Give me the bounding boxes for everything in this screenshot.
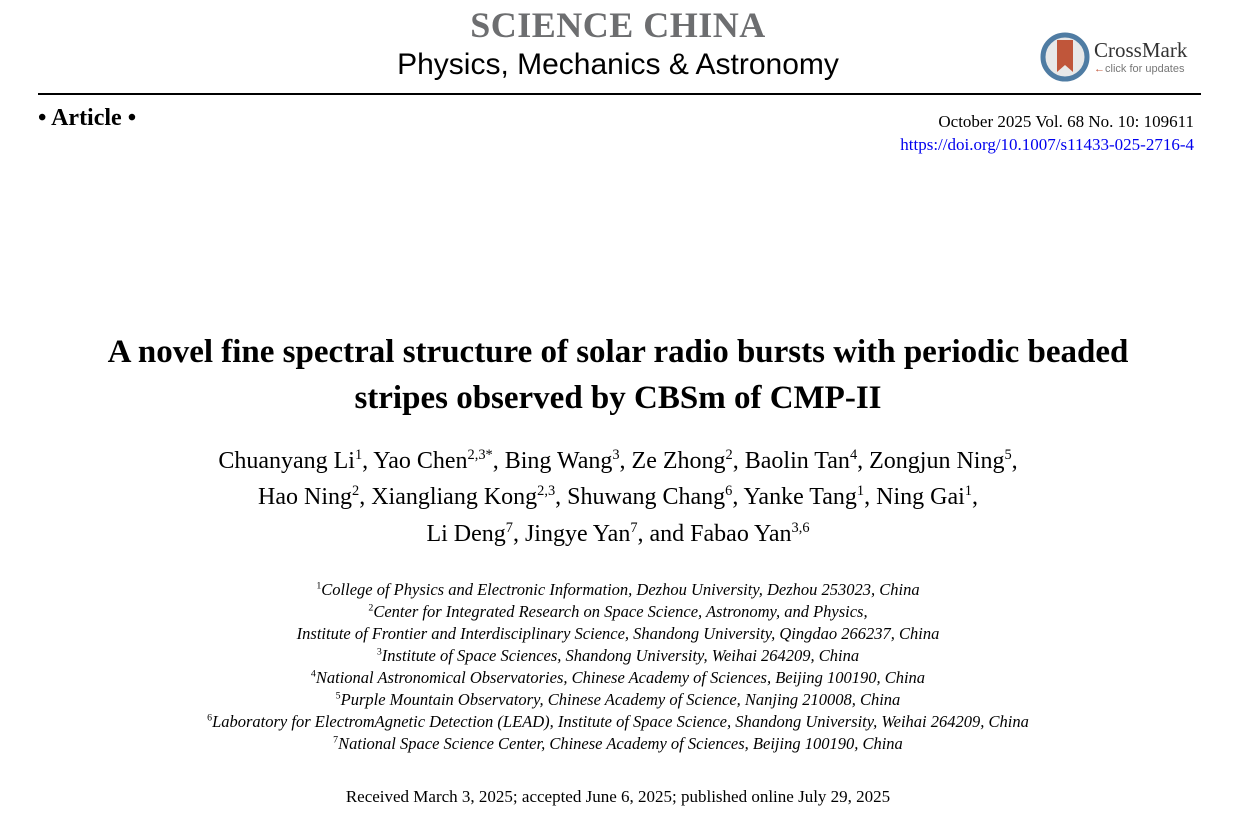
author-separator: , [637,521,650,547]
author-name: Shuwang Chang [567,484,726,510]
article-type: • Article • [38,105,137,131]
author-separator: , [971,484,978,510]
author-affiliation-mark: 1 [856,483,865,499]
author-separator: , [619,448,632,474]
author-affiliation-mark: 5 [1004,447,1012,463]
affiliation: 7National Space Science Center, Chinese … [0,734,1236,754]
affiliation-text: College of Physics and Electronic Inform… [321,580,920,599]
paper-title-line-1: A novel fine spectral structure of solar… [107,334,1129,370]
author-affiliation-mark: 2 [351,483,360,499]
author-affiliation-mark: 7 [505,520,513,536]
affiliation-number: 7 [333,734,339,746]
affiliation-number: 2 [368,602,374,614]
crossmark-sub-text: click for updates [1105,63,1185,75]
author-affiliation-mark: 7 [630,520,638,536]
author: and Fabao Yan3,6 [650,521,810,547]
author: Ning Gai1, [876,484,978,510]
author-name: Zongjun Ning [869,448,1005,474]
affiliation: 2Center for Integrated Research on Space… [0,602,1236,622]
author-separator: , [555,484,568,510]
author-separator: , [492,448,505,474]
journal-subject: Physics, Mechanics & Astronomy [397,48,839,81]
affiliation-text: National Astronomical Observatories, Chi… [315,668,926,687]
crossmark-label: CrossMark [1094,38,1188,62]
author-name: Bing Wang [504,448,613,474]
author-name: Hao Ning [258,484,352,510]
author-affiliation-mark: 1 [354,447,363,463]
author: Hao Ning2, [258,484,371,510]
author-separator: , [1011,448,1018,474]
author-separator: , [362,448,374,474]
author-name: Chuanyang Li [218,448,355,474]
author: Ze Zhong2, [632,448,745,474]
author-affiliation-mark: 3 [612,447,620,463]
author: Yao Chen2,3*, [373,448,504,474]
author-name: Jingye Yan [524,521,631,547]
crossmark-sub: ←click for updates [1094,63,1184,75]
affiliation-text: Center for Integrated Research on Space … [373,602,868,621]
affiliation-number: 5 [335,690,341,702]
crossmark-icon [1040,32,1090,82]
author-affiliation-mark: 2,3* [467,447,493,463]
affiliation: 6Laboratory for ElectromAgnetic Detectio… [0,712,1236,732]
author-affiliation-mark: 4 [849,447,858,463]
author-name: Yanke Tang [743,484,857,510]
affiliation: 5Purple Mountain Observatory, Chinese Ac… [0,690,1236,710]
author-affiliation-mark: 1 [964,483,972,499]
received-dates: Received March 3, 2025; accepted June 6,… [345,787,891,806]
affiliation: 4National Astronomical Observatories, Ch… [0,668,1236,688]
author-affiliation-mark: 3,6 [791,520,810,536]
affiliation: 3Institute of Space Sciences, Shandong U… [0,646,1236,666]
author-name: Ning Gai [876,484,965,510]
author: Jingye Yan7, [525,521,650,547]
author-name: and Fabao Yan [649,521,792,547]
author: Zongjun Ning5, [869,448,1018,474]
doi-link[interactable]: https://doi.org/10.1007/s11433-025-2716-… [900,135,1194,154]
author-name: Li Deng [426,521,506,547]
author: Baolin Tan4, [745,448,869,474]
author-separator: , [864,484,877,510]
author: Yanke Tang1, [743,484,876,510]
affiliation-text: Purple Mountain Observatory, Chinese Aca… [340,690,901,709]
issue-info: October 2025 Vol. 68 No. 10: 109611 [938,112,1194,131]
author: Shuwang Chang6, [567,484,743,510]
author-affiliation-mark: 2,3 [537,483,556,499]
affiliation-number: 3 [376,646,382,658]
affiliation: Institute of Frontier and Interdisciplin… [0,624,1236,644]
affiliation-number: 1 [316,580,322,592]
affiliation-number: 6 [207,712,213,724]
author-name: Ze Zhong [631,448,726,474]
journal-name: SCIENCE CHINA [470,5,766,45]
arrow-left-icon: ← [1094,63,1105,75]
author-separator: , [732,484,744,510]
affiliation-text: Institute of Space Sciences, Shandong Un… [381,646,860,665]
paper-title-line-2: stripes observed by CBSm of CMP-II [354,380,882,416]
affiliation-text: Laboratory for ElectromAgnetic Detection… [212,712,1029,731]
author-name: Yao Chen [373,448,468,474]
affiliation: 1College of Physics and Electronic Infor… [0,580,1236,600]
author-separator: , [857,448,870,474]
author: Chuanyang Li1, [218,448,373,474]
crossmark-badge[interactable]: CrossMark ←click for updates [1040,32,1200,82]
author: Xiangliang Kong2,3, [371,484,567,510]
author-affiliation-mark: 2 [725,447,733,463]
affiliation-text: Institute of Frontier and Interdisciplin… [296,624,940,643]
author-name: Xiangliang Kong [371,484,538,510]
author-affiliation-mark: 6 [725,483,733,499]
header-rule [38,93,1201,95]
author-name: Baolin Tan [744,448,850,474]
author: Li Deng7, [426,521,525,547]
author-separator: , [512,521,525,547]
author-line: Chuanyang Li1, Yao Chen2,3*, Bing Wang3,… [0,448,1236,475]
author-line: Hao Ning2, Xiangliang Kong2,3, Shuwang C… [0,484,1236,511]
affiliation-number: 4 [310,668,316,680]
author-separator: , [732,448,745,474]
author-separator: , [359,484,372,510]
author-line: Li Deng7, Jingye Yan7, and Fabao Yan3,6 [0,521,1236,548]
affiliation-text: National Space Science Center, Chinese A… [338,734,903,753]
author: Bing Wang3, [505,448,632,474]
